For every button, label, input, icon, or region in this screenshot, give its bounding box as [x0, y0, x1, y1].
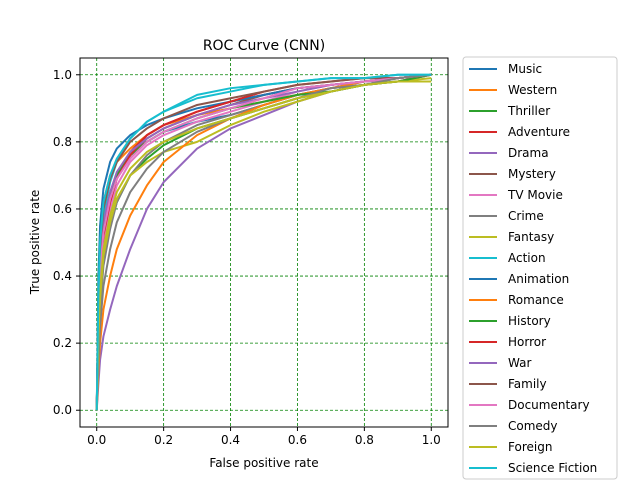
y-tick-label: 0.0 [53, 403, 72, 417]
legend-entry: Science Fiction [508, 461, 597, 475]
legend-entry: Family [508, 377, 547, 391]
legend-entry: Fantasy [508, 230, 554, 244]
legend-entry: Documentary [508, 398, 590, 412]
legend-entry: Horror [508, 335, 546, 349]
y-tick-label: 1.0 [53, 68, 72, 82]
legend-frame [462, 56, 618, 480]
x-axis-label: False positive rate [209, 456, 318, 470]
y-tick-label: 0.4 [53, 269, 72, 283]
roc-series-line [95, 73, 432, 411]
legend-entry: Crime [508, 209, 544, 223]
legend-entry: TV Movie [507, 188, 563, 202]
legend-entry: Animation [508, 272, 569, 286]
legend-entry: War [508, 356, 531, 370]
legend-entry: Action [508, 251, 546, 265]
legend-entry: Music [508, 62, 542, 76]
grid [80, 58, 448, 427]
roc-series-line [95, 73, 432, 411]
y-tick-label: 0.2 [53, 336, 72, 350]
y-tick-label: 0.8 [53, 135, 72, 149]
roc-series-line [95, 73, 432, 411]
y-tick-label: 0.6 [53, 202, 72, 216]
legend-entry: Comedy [508, 419, 558, 433]
legend-entry: Adventure [508, 125, 570, 139]
roc-series-line [95, 73, 432, 411]
axis-ticks: 0.0 0.2 0.4 0.6 0.8 1.0 0.0 0.2 0.4 0.6 0.8 1.0 [53, 68, 441, 447]
y-axis-label: True positive rate [28, 190, 42, 296]
x-tick-label: 0.6 [288, 433, 307, 447]
legend-entry: Romance [508, 293, 564, 307]
x-tick-label: 1.0 [422, 433, 441, 447]
legend-entry: Mystery [508, 167, 556, 181]
chart-title: ROC Curve (CNN) [203, 38, 325, 54]
x-tick-label: 0.0 [87, 433, 106, 447]
legend-entry: Thriller [507, 104, 550, 118]
legend-entry: Drama [508, 146, 549, 160]
x-tick-label: 0.2 [154, 433, 173, 447]
legend: Music Western Thriller Adventure Drama Myster… [462, 56, 618, 480]
series-lines [95, 73, 432, 411]
legend-entry: Foreign [508, 440, 552, 454]
x-tick-label: 0.8 [355, 433, 374, 447]
roc-series-line [95, 80, 432, 411]
legend-entry: History [508, 314, 551, 328]
roc-series-line [95, 73, 432, 411]
plot-frame [79, 57, 449, 428]
x-tick-label: 0.4 [221, 433, 240, 447]
legend-entry: Western [508, 83, 557, 97]
